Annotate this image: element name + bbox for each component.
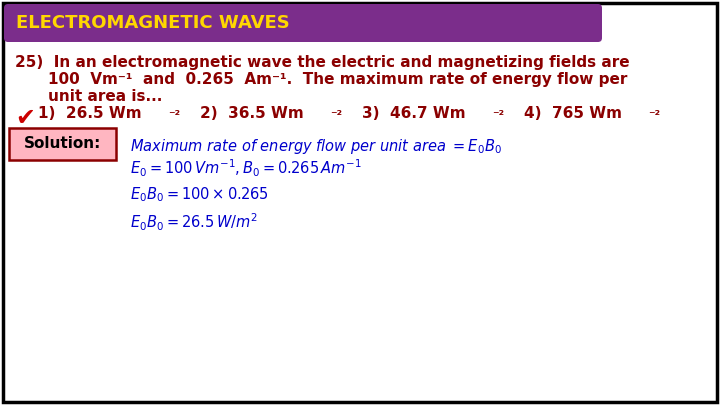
- FancyBboxPatch shape: [4, 4, 602, 42]
- Text: 2)  36.5 Wm: 2) 36.5 Wm: [200, 106, 304, 121]
- Text: 1)  26.5 Wm: 1) 26.5 Wm: [38, 106, 142, 121]
- FancyBboxPatch shape: [9, 128, 116, 160]
- Text: $E_0B_0 = 26.5\,W/m^2$: $E_0B_0 = 26.5\,W/m^2$: [130, 212, 258, 233]
- Text: 3)  46.7 Wm: 3) 46.7 Wm: [362, 106, 466, 121]
- Text: Solution:: Solution:: [24, 136, 102, 151]
- Text: $E_0B_0 = 100 \times 0.265$: $E_0B_0 = 100 \times 0.265$: [130, 185, 269, 204]
- Text: ✔: ✔: [15, 106, 35, 130]
- Text: 4)  765 Wm: 4) 765 Wm: [524, 106, 622, 121]
- FancyBboxPatch shape: [3, 3, 717, 402]
- Text: ⁻²: ⁻²: [330, 109, 342, 122]
- Text: ⁻²: ⁻²: [168, 109, 180, 122]
- Text: $E_0 = 100\,Vm^{-1}, B_0 = 0.265\,Am^{-1}$: $E_0 = 100\,Vm^{-1}, B_0 = 0.265\,Am^{-1…: [130, 158, 362, 179]
- Text: ⁻²: ⁻²: [648, 109, 660, 122]
- Text: Maximum rate of energy flow per unit area $=E_0B_0$: Maximum rate of energy flow per unit are…: [130, 137, 502, 156]
- Text: 25)  In an electromagnetic wave the electric and magnetizing fields are: 25) In an electromagnetic wave the elect…: [15, 55, 629, 70]
- Text: ⁻²: ⁻²: [492, 109, 504, 122]
- Text: unit area is...: unit area is...: [48, 89, 163, 104]
- Text: ELECTROMAGNETIC WAVES: ELECTROMAGNETIC WAVES: [16, 14, 289, 32]
- Text: 100  Vm⁻¹  and  0.265  Am⁻¹.  The maximum rate of energy flow per: 100 Vm⁻¹ and 0.265 Am⁻¹. The maximum rat…: [48, 72, 627, 87]
